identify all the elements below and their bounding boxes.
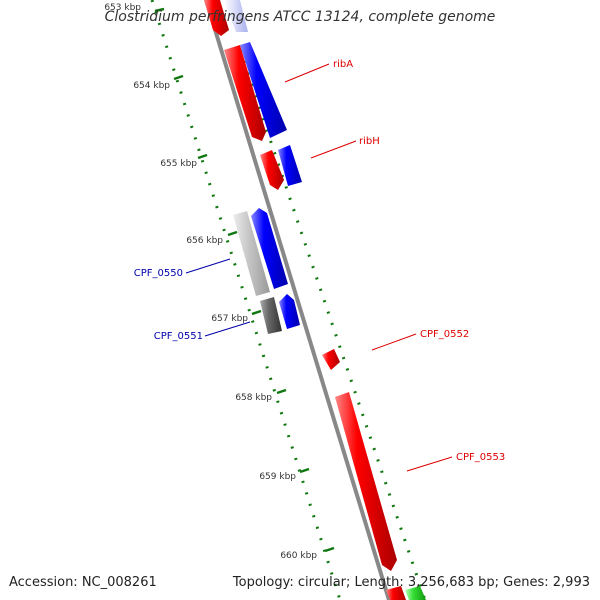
ruler-label-657: 657 kbp — [211, 314, 248, 324]
gene-label-CPF_0550: CPF_0550 — [134, 268, 183, 279]
gene-label-CPF_0551: CPF_0551 — [154, 331, 203, 342]
ruler-label-660: 660 kbp — [280, 551, 317, 561]
gene-label-ribA: ribA — [333, 59, 353, 70]
gene-feature-top-pale — [224, 0, 248, 32]
gene-features — [204, 0, 426, 600]
map-title: Clostridium perfringens ATCC 13124, comp… — [104, 9, 496, 25]
leader-lines — [185, 63, 453, 472]
gene-label-CPF_0553: CPF_0553 — [456, 452, 505, 463]
gene-feature-ribH-partner — [278, 145, 302, 186]
gene-feature-CPF_0553 — [335, 392, 397, 571]
gene-feature-ribA — [224, 45, 266, 141]
gene-feature-bottom-red — [386, 586, 406, 600]
gene-feature-top-red — [204, 0, 229, 36]
ruler-label-659: 659 kbp — [259, 472, 296, 482]
gene-label-CPF_0552: CPF_0552 — [420, 329, 469, 340]
gene-feature-ribH — [260, 150, 284, 190]
gene-feature-CPF_0550 — [233, 211, 270, 296]
gene-feature-CPF_0550-partner — [251, 208, 288, 289]
ruler-label-658: 658 kbp — [235, 393, 272, 403]
ruler-label-656: 656 kbp — [186, 236, 223, 246]
gene-feature-CPF_0551 — [260, 297, 282, 334]
ruler-label-653: 653 kbp — [104, 3, 141, 13]
topology-text: Topology: circular; Length: 3,256,683 bp… — [232, 575, 590, 590]
tick-track-outer — [238, 49, 427, 600]
gene-feature-bottom-green — [405, 586, 426, 600]
gene-feature-CPF_0552 — [322, 349, 340, 370]
accession-text: Accession: NC_008261 — [9, 575, 157, 590]
gene-label-ribH: ribH — [359, 136, 380, 147]
genome-backbone — [204, 0, 391, 600]
gene-feature-CPF_0551-partner — [279, 294, 300, 329]
gene-feature-ribA-partner — [240, 42, 287, 138]
ruler-label-654: 654 kbp — [133, 81, 170, 91]
ruler-label-655: 655 kbp — [160, 159, 197, 169]
ruler-marks — [154, 7, 335, 553]
